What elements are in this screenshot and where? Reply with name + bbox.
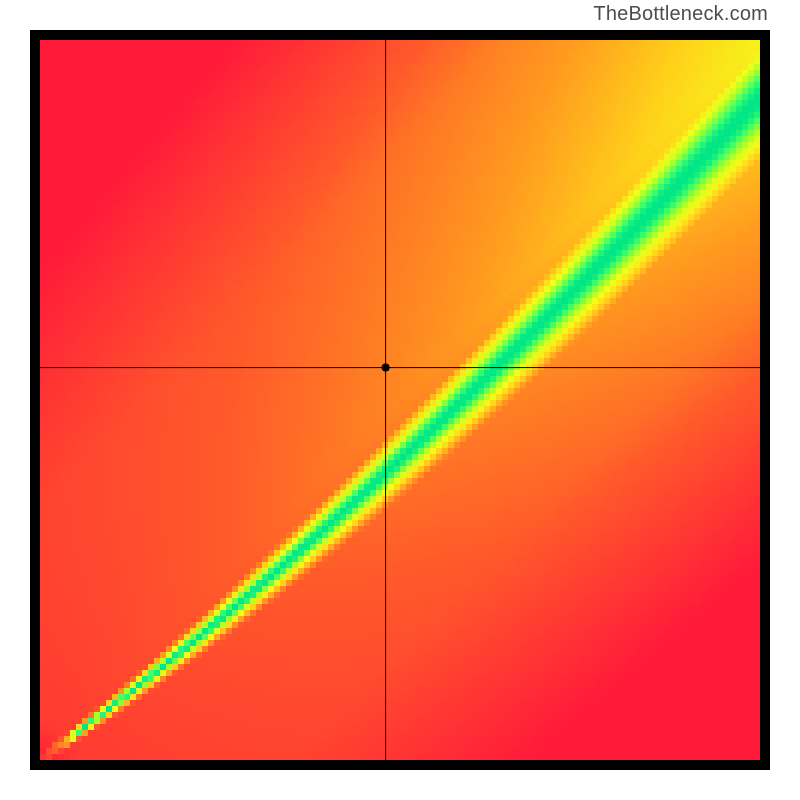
plot-frame: [30, 30, 770, 770]
heatmap-canvas: [40, 40, 760, 760]
root-container: TheBottleneck.com: [0, 0, 800, 800]
watermark-text: TheBottleneck.com: [593, 3, 768, 26]
